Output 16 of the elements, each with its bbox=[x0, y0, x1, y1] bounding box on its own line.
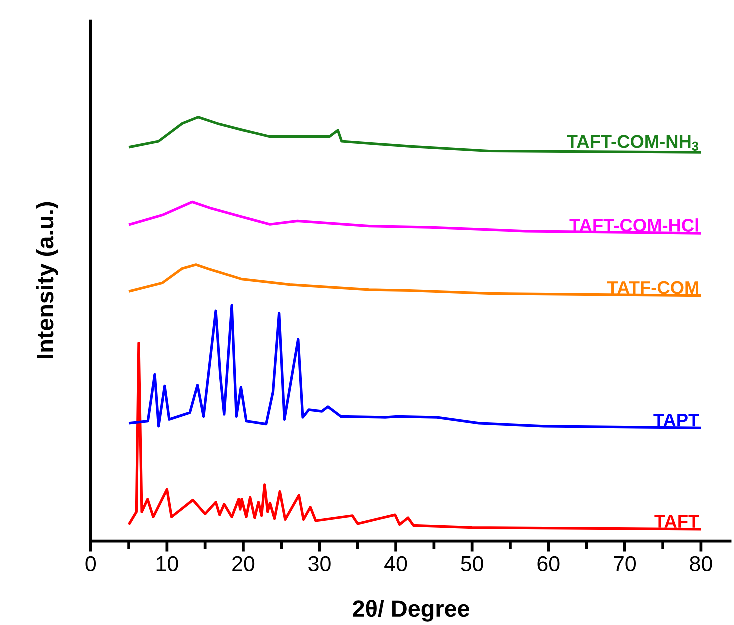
x-tick-label: 20 bbox=[232, 556, 255, 572]
series-label: TATF-COM bbox=[607, 281, 698, 294]
x-tick-label: 0 bbox=[86, 556, 96, 572]
x-tick-label: 60 bbox=[538, 556, 560, 572]
x-axis-title: 2θ/ Degree bbox=[353, 600, 470, 622]
series-label: TAFT bbox=[654, 515, 700, 528]
x-tick-label: 80 bbox=[690, 556, 712, 572]
y-axis-title: Intensity (a.u.) bbox=[36, 202, 58, 358]
series-label: TAFT-COM-NH$_{3}$ bbox=[567, 135, 699, 151]
x-tick-label: 10 bbox=[156, 556, 178, 572]
x-tick-label: 30 bbox=[308, 556, 331, 572]
series-label: TAPT bbox=[654, 414, 700, 426]
series-label: TAFT-COM-HCl bbox=[570, 218, 698, 232]
x-tick-label: 40 bbox=[384, 556, 408, 572]
x-tick-label: 50 bbox=[461, 556, 484, 572]
x-tick-label: 70 bbox=[614, 556, 636, 572]
